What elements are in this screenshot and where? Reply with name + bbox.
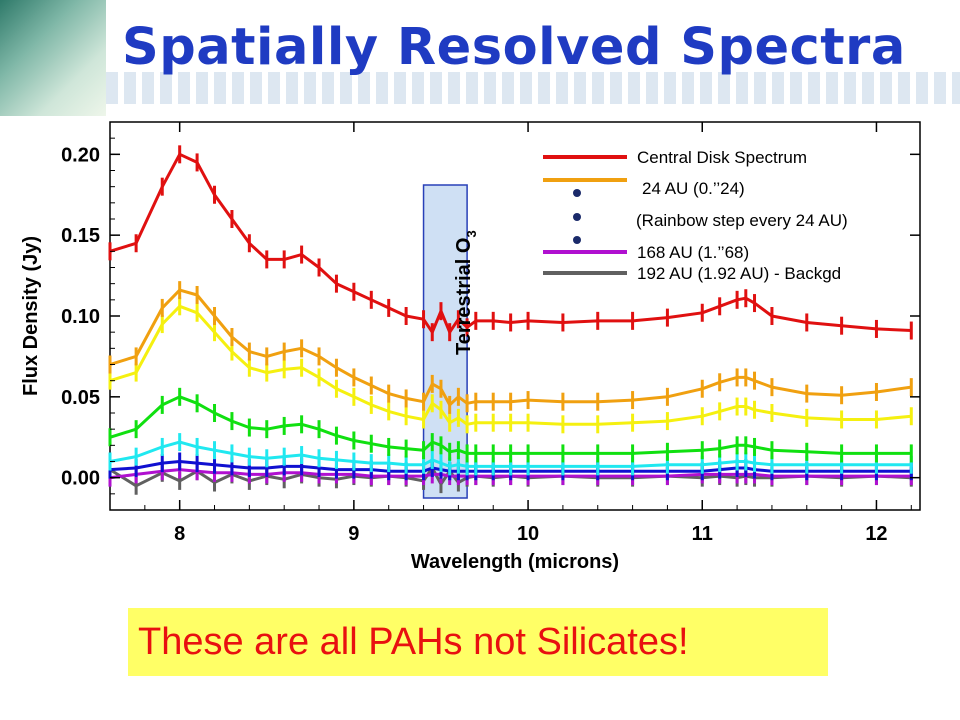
legend-label: 24 AU (0.’’24) xyxy=(642,179,745,198)
slide-title: Spatially Resolved Spectra xyxy=(122,18,906,77)
legend-label: 192 AU (1.92 AU) - Backgd xyxy=(637,264,841,283)
y-tick-label: 0.20 xyxy=(61,144,100,166)
y-tick-label: 0.15 xyxy=(61,225,100,247)
series-3 xyxy=(108,387,913,463)
series-2 xyxy=(108,297,913,434)
y-tick-label: 0.00 xyxy=(61,468,100,490)
ozone-label: Terrestrial O3 xyxy=(453,230,479,355)
ozone-label-subscript: 3 xyxy=(464,230,479,237)
legend-dot xyxy=(573,213,581,221)
legend: Central Disk Spectrum 24 AU (0.’’24) 168 A… xyxy=(543,148,848,283)
y-axis-label: Flux Density (Jy) xyxy=(20,236,42,396)
series-0 xyxy=(108,145,913,342)
legend-label: 168 AU (1.’’68) xyxy=(637,243,749,262)
x-axis-label: Wavelength (microns) xyxy=(411,551,619,573)
ozone-label-text: Terrestrial O xyxy=(453,238,475,355)
series-line xyxy=(109,152,912,334)
legend-dot xyxy=(573,236,581,244)
callout-banner: These are all PAHs not Silicates! xyxy=(128,608,828,676)
series-layer xyxy=(108,145,913,495)
y-tick-label: 0.05 xyxy=(61,387,100,409)
x-tick-label: 10 xyxy=(517,523,539,545)
series-1 xyxy=(108,281,913,414)
corner-accent xyxy=(0,0,106,116)
x-tick-label: 9 xyxy=(348,523,359,545)
axes-layer: 8 9 10 11 12 0.00 0.05 0.10 0.15 0.20 xyxy=(61,122,920,545)
x-tick-label: 11 xyxy=(692,523,713,545)
x-tick-label: 12 xyxy=(865,523,887,545)
y-tick-label: 0.10 xyxy=(61,306,100,328)
legend-dot xyxy=(573,189,581,197)
legend-note: (Rainbow step every 24 AU) xyxy=(636,211,848,230)
legend-label: Central Disk Spectrum xyxy=(637,148,807,167)
x-tick-label: 8 xyxy=(174,523,185,545)
title-bar xyxy=(106,72,960,104)
spectrum-chart: 8 9 10 11 12 0.00 0.05 0.10 0.15 0.20 Central Dis… xyxy=(20,121,921,573)
